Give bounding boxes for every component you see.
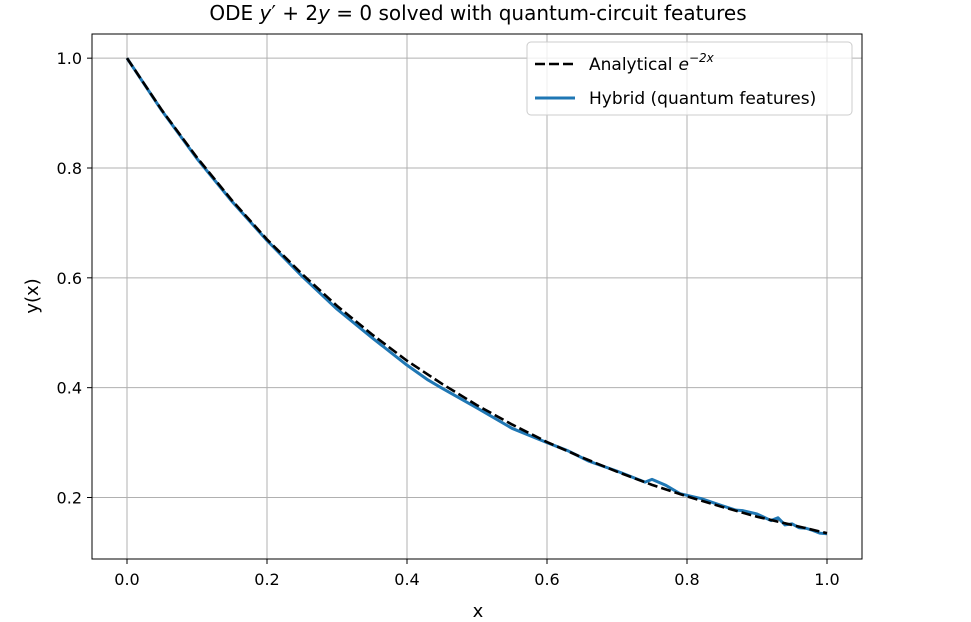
x-tick-label: 0.6	[534, 570, 559, 589]
chart-title: ODE y′ + 2y = 0 solved with quantum-circ…	[209, 1, 746, 25]
y-tick-label: 0.8	[57, 159, 82, 178]
legend-label-analytical: Analytical e−2x	[589, 51, 715, 75]
series-layer	[125, 57, 828, 536]
y-tick-label: 0.2	[57, 488, 82, 507]
legend-analytical-exp-power: −2x	[689, 51, 715, 65]
series-line-hybrid	[125, 57, 828, 536]
title-prime: ′	[271, 1, 276, 25]
legend-analytical-exp-base: e	[678, 55, 688, 75]
title-eq: = 0	[330, 1, 372, 25]
title-y1: y	[259, 1, 273, 25]
ticks: 0.0 0.2 0.4 0.6 0.8 1.0 0.2 0.4 0.6 0.8 1.0	[57, 49, 840, 589]
y-tick-label: 0.6	[57, 269, 82, 288]
y-axis-label: y(x)	[22, 278, 43, 313]
title-y2: y	[317, 1, 331, 25]
title-prefix: ODE	[209, 1, 259, 25]
x-tick-label: 0.2	[254, 570, 279, 589]
legend-analytical-name: Analytical	[589, 55, 672, 75]
x-axis-label: x	[473, 601, 484, 622]
legend: Analytical e−2x Hybrid (quantum features)	[526, 41, 853, 116]
y-tick-label: 1.0	[57, 49, 82, 68]
legend-label-hybrid: Hybrid (quantum features)	[589, 89, 816, 109]
plot-frame	[91, 33, 863, 560]
x-tick-label: 0.4	[394, 570, 419, 589]
y-tick-label: 0.4	[57, 379, 82, 398]
title-mid: + 2	[276, 1, 318, 25]
x-tick-label: 1.0	[814, 570, 839, 589]
title-suffix: solved with quantum-circuit features	[372, 1, 746, 25]
x-tick-label: 0.8	[674, 570, 699, 589]
series-line-analytical	[125, 57, 828, 535]
x-tick-label: 0.0	[114, 570, 139, 589]
grid	[92, 34, 862, 559]
legend-box	[526, 41, 853, 116]
